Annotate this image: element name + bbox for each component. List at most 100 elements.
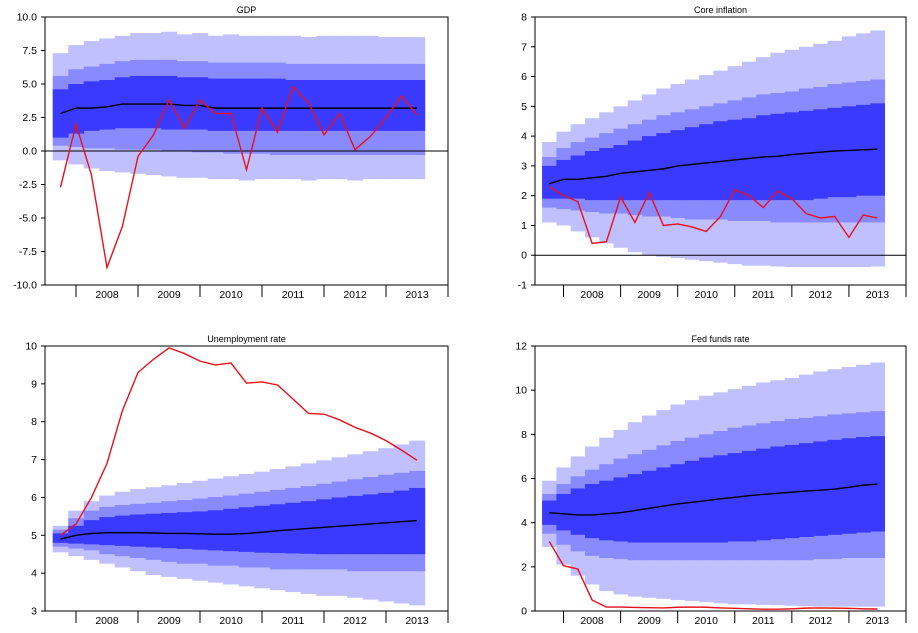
y-tick-label: 2 [521, 561, 527, 573]
band-inner-bar [798, 443, 814, 538]
chart-panel: Fed funds rate 0 2 4 6 8 10 12 2008 2009 2010 2011 2… [515, 334, 907, 627]
band-inner-bar [599, 148, 614, 201]
band-inner-bar [756, 115, 771, 201]
band-inner-bar [556, 493, 572, 531]
band-inner-bar [378, 492, 395, 555]
band-inner-bar [114, 515, 131, 546]
y-tick-label: 10 [25, 341, 37, 353]
y-tick-label: 0 [521, 606, 527, 618]
y-tick-label: 10 [515, 385, 527, 397]
x-tick-label: 2010 [695, 615, 719, 627]
x-tick-label: 2013 [405, 289, 429, 301]
band-inner-bar [584, 484, 600, 539]
band-inner-bar [114, 77, 131, 129]
chart-title: Core inflation [694, 5, 747, 15]
band-inner-bar [642, 136, 657, 201]
actual-line [60, 347, 418, 536]
band-inner-bar [192, 77, 209, 130]
band-inner-bar [813, 441, 828, 536]
actual-line [548, 541, 878, 610]
chart-panel: Unemployment rate 3 4 5 6 7 8 9 10 2008 2009 2010 20… [25, 334, 449, 627]
y-tick-label: 8 [521, 429, 527, 441]
band-inner-bar [207, 510, 224, 551]
band-inner-bar [83, 520, 100, 545]
band-inner-bar [570, 155, 586, 199]
band-inner-bar [841, 106, 857, 198]
band-inner-bar [176, 512, 193, 549]
x-tick-label: 2013 [405, 615, 429, 627]
band-inner-bar [841, 438, 857, 534]
y-tick-label: 8 [521, 12, 527, 24]
plot-frame [44, 345, 449, 612]
band-inner-bar [627, 140, 643, 201]
median-line [549, 148, 878, 185]
band-inner-bar [347, 79, 364, 131]
y-tick-label: 9 [31, 378, 37, 390]
band-inner-bar [613, 477, 629, 542]
band-inner-bar [99, 79, 116, 130]
x-tick-label: 2009 [157, 289, 181, 301]
band-inner-bar [409, 487, 426, 555]
x-tick-label: 2012 [809, 289, 833, 301]
band-inner-bar [784, 112, 800, 201]
band-inner-bar [254, 78, 271, 131]
band-inner-bar [827, 107, 843, 198]
x-tick-label: 2010 [219, 289, 243, 301]
y-tick-label: 5.0 [22, 79, 37, 91]
band-inner-bar [656, 133, 671, 201]
band-inner-bar [642, 470, 657, 543]
band-inner-bar [713, 121, 729, 201]
x-tick-label: 2011 [282, 289, 305, 301]
x-tick-label: 2008 [580, 289, 604, 301]
band-inner-bar [393, 79, 410, 131]
band-inner-bar [331, 79, 348, 131]
band-inner-bar [300, 501, 317, 554]
y-tick-label: 4 [521, 131, 527, 143]
band-inner-bar [378, 79, 395, 131]
y-tick-label: 6 [31, 492, 37, 504]
y-tick-label: -1 [518, 280, 527, 292]
y-tick-label: 4 [521, 517, 527, 529]
median-line [60, 519, 418, 540]
band-inner-bar [627, 474, 643, 543]
band-inner-bar [316, 79, 333, 131]
x-tick-label: 2011 [752, 615, 775, 627]
x-tick-label: 2013 [866, 615, 890, 627]
band-inner-bar [285, 502, 302, 554]
actual-line [59, 85, 418, 271]
band-inner-bar [684, 127, 700, 201]
chart-title: Fed funds rate [691, 334, 749, 344]
band-inner-bar [161, 75, 178, 130]
chart-title: GDP [237, 5, 257, 15]
x-tick-label: 2012 [809, 615, 833, 627]
band-inner-bar [656, 467, 671, 543]
x-tick-label: 2011 [752, 289, 775, 301]
band-inner-bar [813, 109, 828, 199]
y-tick-label: 10.0 [17, 12, 38, 24]
band-inner-bar [613, 145, 629, 201]
band-inner-bar [223, 508, 240, 552]
band-inner-bar [145, 75, 162, 129]
x-tick-label: 2012 [343, 289, 367, 301]
x-tick-label: 2012 [343, 615, 367, 627]
band-inner-bar [827, 439, 843, 535]
x-tick-label: 2008 [580, 615, 604, 627]
band-inner-bar [254, 505, 271, 553]
y-tick-label: 6 [521, 473, 527, 485]
x-tick-label: 2009 [157, 615, 181, 627]
chart-title: Unemployment rate [207, 334, 286, 344]
band-inner-bar [269, 504, 286, 554]
y-tick-label: 6 [521, 71, 527, 83]
band-inner-bar [798, 110, 814, 201]
x-tick-label: 2008 [95, 289, 119, 301]
y-tick-label: 1 [521, 220, 527, 232]
y-tick-label: 2 [521, 190, 527, 202]
x-tick-label: 2009 [637, 615, 661, 627]
band-inner-bar [99, 517, 116, 546]
band-inner-bar [83, 81, 100, 131]
y-tick-label: -2.5 [19, 179, 37, 191]
band-inner-bar [130, 514, 147, 547]
y-tick-label: 0.0 [22, 146, 37, 158]
band-inner-bar [161, 512, 178, 549]
